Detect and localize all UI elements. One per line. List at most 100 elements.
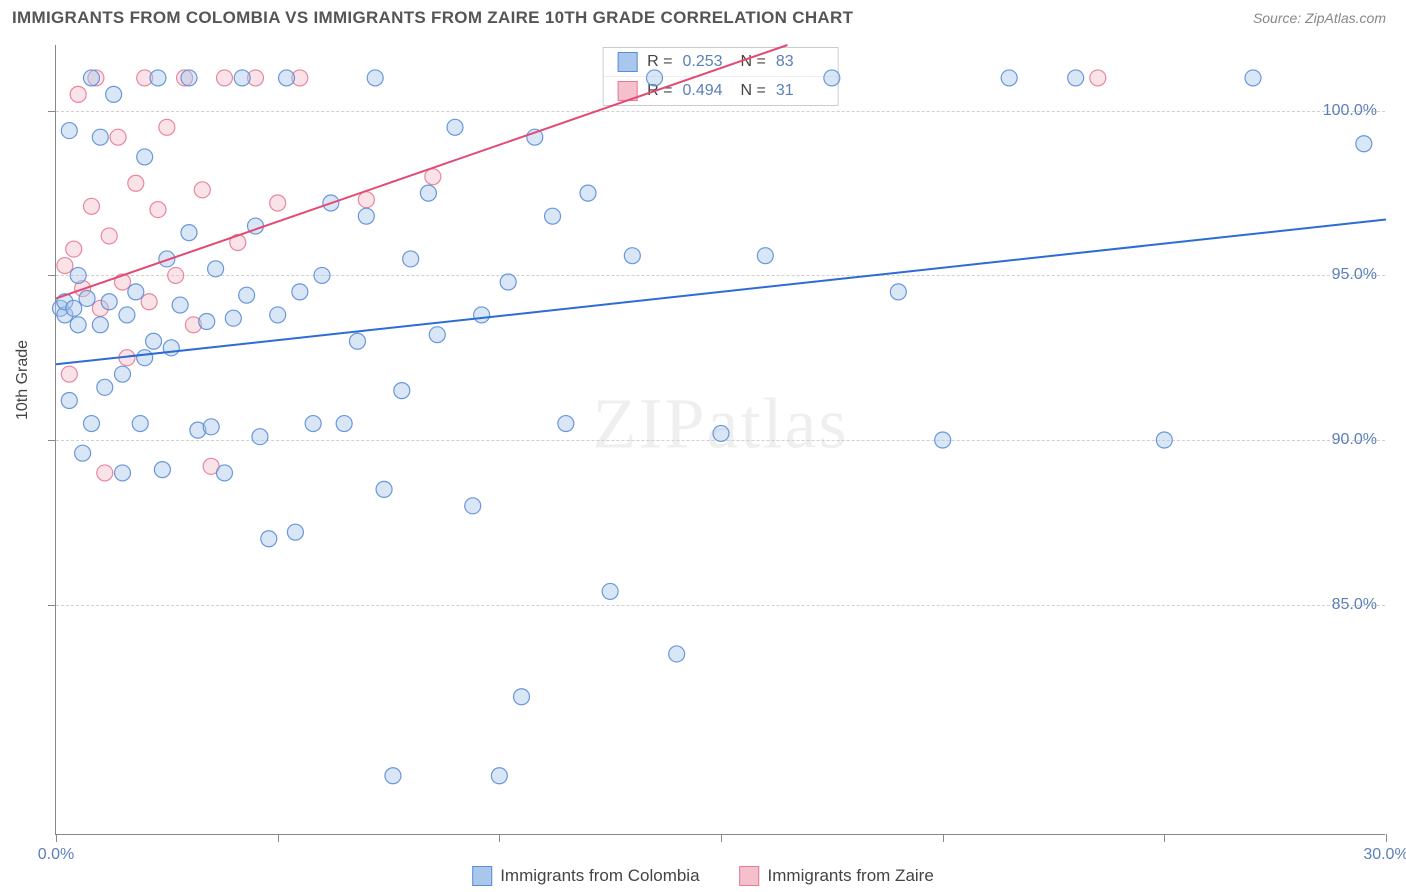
data-point bbox=[159, 119, 175, 135]
x-tick-label: 30.0% bbox=[1363, 846, 1406, 864]
data-point bbox=[474, 307, 490, 323]
data-point bbox=[349, 333, 365, 349]
data-point bbox=[270, 307, 286, 323]
data-point bbox=[425, 169, 441, 185]
data-point bbox=[376, 481, 392, 497]
data-point bbox=[150, 202, 166, 218]
data-point bbox=[1001, 70, 1017, 86]
y-tick bbox=[48, 440, 56, 441]
y-tick bbox=[48, 111, 56, 112]
trend-line bbox=[56, 45, 788, 298]
data-point bbox=[115, 366, 131, 382]
data-point bbox=[97, 465, 113, 481]
data-point bbox=[83, 416, 99, 432]
chart-title: IMMIGRANTS FROM COLOMBIA VS IMMIGRANTS F… bbox=[12, 8, 853, 28]
data-point bbox=[61, 393, 77, 409]
data-point bbox=[669, 646, 685, 662]
data-point bbox=[545, 208, 561, 224]
data-point bbox=[208, 261, 224, 277]
svg-layer bbox=[56, 45, 1386, 835]
data-point bbox=[624, 248, 640, 264]
data-point bbox=[168, 267, 184, 283]
data-point bbox=[491, 768, 507, 784]
y-tick bbox=[48, 275, 56, 276]
data-point bbox=[465, 498, 481, 514]
data-point bbox=[216, 70, 232, 86]
data-point bbox=[101, 294, 117, 310]
legend-item-zaire: Immigrants from Zaire bbox=[740, 866, 934, 886]
data-point bbox=[146, 333, 162, 349]
scatter-plot: ZIPatlas R = 0.253 N = 83 R = 0.494 N = … bbox=[55, 45, 1385, 835]
x-tick bbox=[943, 834, 944, 842]
x-tick-label: 0.0% bbox=[38, 846, 74, 864]
x-tick bbox=[499, 834, 500, 842]
data-point bbox=[500, 274, 516, 290]
data-point bbox=[292, 284, 308, 300]
data-point bbox=[97, 379, 113, 395]
data-point bbox=[279, 70, 295, 86]
data-point bbox=[239, 287, 255, 303]
title-bar: IMMIGRANTS FROM COLOMBIA VS IMMIGRANTS F… bbox=[0, 0, 1406, 32]
plot-wrap: ZIPatlas R = 0.253 N = 83 R = 0.494 N = … bbox=[55, 45, 1385, 835]
data-point bbox=[1068, 70, 1084, 86]
data-point bbox=[128, 175, 144, 191]
data-point bbox=[314, 267, 330, 283]
data-point bbox=[385, 768, 401, 784]
swatch-zaire bbox=[740, 866, 760, 886]
trend-line bbox=[56, 219, 1386, 364]
y-axis-label: 10th Grade bbox=[14, 340, 32, 420]
bottom-legend: Immigrants from Colombia Immigrants from… bbox=[472, 866, 934, 886]
data-point bbox=[935, 432, 951, 448]
data-point bbox=[66, 300, 82, 316]
data-point bbox=[757, 248, 773, 264]
data-point bbox=[1156, 432, 1172, 448]
data-point bbox=[150, 70, 166, 86]
data-point bbox=[261, 531, 277, 547]
data-point bbox=[305, 416, 321, 432]
data-point bbox=[270, 195, 286, 211]
x-tick bbox=[721, 834, 722, 842]
data-point bbox=[558, 416, 574, 432]
data-point bbox=[647, 70, 663, 86]
data-point bbox=[367, 70, 383, 86]
data-point bbox=[824, 70, 840, 86]
data-point bbox=[79, 290, 95, 306]
data-point bbox=[194, 182, 210, 198]
data-point bbox=[252, 429, 268, 445]
data-point bbox=[890, 284, 906, 300]
legend-item-colombia: Immigrants from Colombia bbox=[472, 866, 699, 886]
data-point bbox=[70, 317, 86, 333]
data-point bbox=[163, 340, 179, 356]
data-point bbox=[70, 267, 86, 283]
data-point bbox=[101, 228, 117, 244]
data-point bbox=[420, 185, 436, 201]
data-point bbox=[115, 465, 131, 481]
data-point bbox=[225, 310, 241, 326]
data-point bbox=[358, 192, 374, 208]
data-point bbox=[83, 198, 99, 214]
data-point bbox=[287, 524, 303, 540]
data-point bbox=[128, 284, 144, 300]
data-point bbox=[57, 258, 73, 274]
data-point bbox=[61, 366, 77, 382]
data-point bbox=[580, 185, 596, 201]
data-point bbox=[110, 129, 126, 145]
data-point bbox=[75, 445, 91, 461]
data-point bbox=[336, 416, 352, 432]
data-point bbox=[216, 465, 232, 481]
data-point bbox=[403, 251, 419, 267]
legend-label-zaire: Immigrants from Zaire bbox=[768, 866, 934, 886]
data-point bbox=[199, 314, 215, 330]
data-point bbox=[602, 583, 618, 599]
data-point bbox=[92, 129, 108, 145]
data-point bbox=[713, 425, 729, 441]
x-tick bbox=[56, 834, 57, 842]
x-tick bbox=[1164, 834, 1165, 842]
data-point bbox=[137, 149, 153, 165]
data-point bbox=[132, 416, 148, 432]
data-point bbox=[203, 419, 219, 435]
data-point bbox=[514, 689, 530, 705]
source-attribution: Source: ZipAtlas.com bbox=[1253, 10, 1386, 26]
data-point bbox=[83, 70, 99, 86]
data-point bbox=[137, 350, 153, 366]
